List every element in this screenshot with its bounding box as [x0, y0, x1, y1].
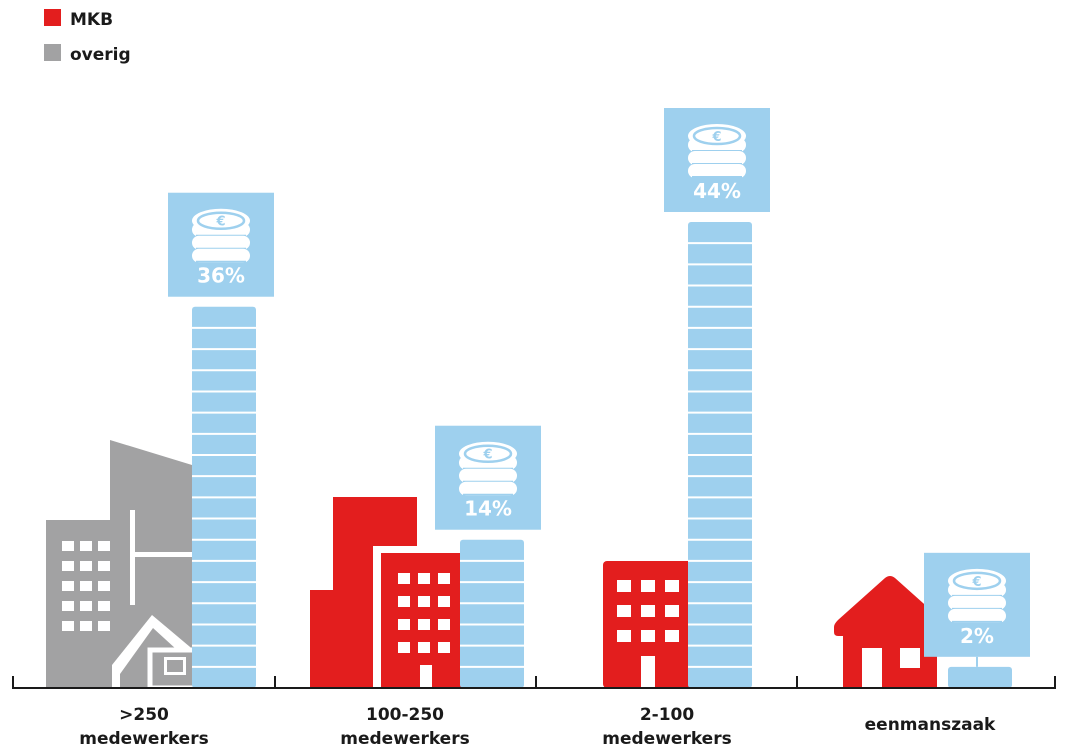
svg-text:€: € [711, 130, 721, 145]
euro-coins-icon: € [192, 208, 250, 263]
x-tick-label: eenmanszaak [865, 715, 996, 735]
x-tick-label: 2-100 medewerkers [602, 705, 731, 749]
data-label: 14% [464, 497, 512, 521]
data-label: 36% [197, 264, 245, 288]
legend: MKB overig [44, 9, 131, 65]
bar [948, 666, 1012, 688]
data-label: 2% [960, 624, 994, 648]
office-building-icon [310, 497, 473, 688]
euro-coins-icon: € [688, 124, 746, 178]
bar-stack [192, 306, 256, 688]
office-building-icon [603, 561, 697, 688]
value-callout: €2% [924, 552, 1030, 667]
value-callout: €44% [664, 108, 770, 212]
svg-text:€: € [971, 575, 981, 590]
x-tick-label: 100-250 medewerkers [340, 705, 469, 749]
svg-text:€: € [215, 215, 225, 230]
bar [460, 539, 524, 688]
callout-stem [976, 656, 978, 667]
legend-label-mkb: MKB [70, 10, 113, 30]
bar-stack [460, 539, 524, 688]
x-axis [12, 676, 1056, 689]
bar-stacks [192, 222, 1012, 688]
svg-text:€: € [482, 448, 492, 463]
data-label: 44% [693, 179, 741, 203]
bar-stack [688, 222, 752, 688]
bar-stack [948, 666, 1012, 688]
x-axis-labels: >250 medewerkers 100-250 medewerkers 2-100 me… [79, 705, 996, 749]
value-callout: €36% [168, 192, 274, 297]
euro-coins-icon: € [948, 568, 1006, 623]
legend-swatch-mkb [44, 9, 61, 26]
legend-swatch-overig [44, 44, 61, 61]
house-icon [834, 576, 946, 688]
legend-label-overig: overig [70, 45, 131, 65]
value-callouts: €36%€14%€44%€2% [168, 108, 1030, 667]
x-tick-label: >250 medewerkers [79, 705, 208, 749]
value-callout: €14% [435, 425, 541, 530]
euro-coins-icon: € [459, 441, 517, 496]
